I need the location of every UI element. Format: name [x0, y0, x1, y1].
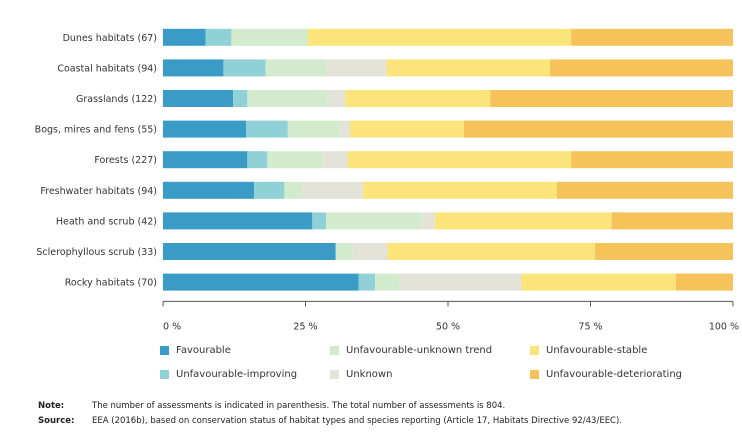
category-label-grasslands: Grasslands (122) [76, 94, 157, 105]
bar-forests-unfavourable-improving [247, 151, 268, 169]
bar-rocky-habitats-unfavourable-improving [358, 273, 376, 291]
x-tick-label: 25 % [293, 321, 317, 332]
bar-bogs-mires-and-fens-unknown [339, 120, 350, 138]
bar-freshwater-habitats-unknown [302, 181, 364, 199]
bar-dunes-habitats-unfavourable-deteriorating [571, 28, 733, 46]
bar-heath-and-scrub-unfavourable-improving [312, 212, 327, 230]
bar-dunes-habitats-favourable [163, 28, 206, 46]
bar-rocky-habitats-unfavourable-unknown-trend [375, 273, 400, 291]
category-label-freshwater-habitats: Freshwater habitats (94) [40, 186, 157, 197]
legend-item-unfavourable-improving: Unfavourable-improving [160, 367, 330, 381]
bar-freshwater-habitats-unfavourable-improving [254, 181, 285, 199]
legend-swatch [530, 345, 539, 355]
bar-sclerophyllous-scrub-unknown [352, 243, 388, 260]
legend: Favourable Unfavourable-unknown trend Unfa… [160, 343, 720, 381]
legend-item-unfavourable-unknown-trend: Unfavourable-unknown trend [330, 343, 530, 357]
legend-label: Unknown [346, 368, 393, 380]
stacked-bar-chart: Dunes habitats (67) Coastal habitats (94)… [35, 28, 739, 332]
bar-heath-and-scrub-favourable [163, 212, 313, 230]
bar-freshwater-habitats-unfavourable-deteriorating [556, 181, 733, 199]
bar-freshwater-habitats-favourable [163, 181, 255, 199]
bar-heath-and-scrub-unfavourable-unknown-trend [326, 212, 422, 230]
category-label-coastal-habitats: Coastal habitats (94) [57, 63, 157, 74]
bar-heath-and-scrub-unknown [421, 212, 435, 230]
x-tick-label: 100 % [709, 321, 739, 332]
bar-bogs-mires-and-fens-unfavourable-unknown-trend [287, 120, 340, 138]
legend-swatch [160, 369, 169, 379]
source-row: Source: EEA (2016b), based on conservati… [38, 413, 622, 428]
bar-sclerophyllous-scrub-unfavourable-deteriorating [595, 243, 733, 260]
legend-label: Unfavourable-improving [176, 368, 298, 380]
bar-coastal-habitats-unfavourable-stable [386, 59, 551, 77]
legend-swatch [530, 369, 539, 379]
x-tick-label: 0 % [163, 321, 181, 332]
bar-rocky-habitats-unfavourable-stable [521, 273, 676, 291]
x-tick-label: 75 % [578, 321, 602, 332]
bar-grasslands-unfavourable-unknown-trend [247, 90, 327, 107]
category-label-dunes-habitats: Dunes habitats (67) [63, 33, 157, 44]
bar-grasslands-unknown [326, 90, 346, 107]
legend-label: Unfavourable-unknown trend [346, 344, 493, 356]
bar-forests-unfavourable-unknown-trend [267, 151, 323, 169]
bar-forests-unknown [322, 151, 348, 169]
category-label-rocky-habitats: Rocky habitats (70) [65, 278, 157, 289]
bar-dunes-habitats-unfavourable-stable [307, 28, 572, 46]
legend-item-unknown: Unknown [330, 367, 530, 381]
legend-label: Unfavourable-deteriorating [546, 368, 683, 380]
note-text: The number of assessments is indicated i… [92, 400, 506, 411]
category-labels: Dunes habitats (67) Coastal habitats (94)… [35, 33, 157, 289]
bar-grasslands-unfavourable-improving [233, 90, 248, 107]
bar-coastal-habitats-favourable [163, 59, 224, 77]
bar-forests-unfavourable-stable [347, 151, 572, 169]
source-label: Source: [38, 415, 75, 426]
bar-rocky-habitats-favourable [163, 273, 359, 291]
bar-grasslands-favourable [163, 90, 234, 107]
source-text: EEA (2016b), based on conservation statu… [92, 415, 623, 426]
note-row: Note: The number of assessments is indic… [38, 398, 622, 413]
bar-heath-and-scrub-unfavourable-deteriorating [611, 212, 733, 230]
bar-bogs-mires-and-fens-unfavourable-deteriorating [463, 120, 733, 138]
bar-dunes-habitats-unfavourable-improving [205, 28, 232, 46]
x-tick-label: 50 % [436, 321, 460, 332]
bar-sclerophyllous-scrub-unfavourable-unknown-trend [335, 243, 353, 260]
bar-sclerophyllous-scrub-unfavourable-stable [387, 243, 596, 260]
bar-grasslands-unfavourable-stable [345, 90, 491, 107]
legend-swatch [330, 345, 339, 355]
bar-sclerophyllous-scrub-favourable [163, 243, 336, 260]
legend-label: Favourable [176, 344, 231, 356]
legend-swatch [330, 369, 339, 379]
bar-coastal-habitats-unfavourable-unknown-trend [265, 59, 327, 77]
x-axis: 0 % 25 % 50 % 75 % 100 % [162, 300, 739, 332]
bar-rocky-habitats-unfavourable-deteriorating [676, 273, 733, 291]
bar-forests-unfavourable-deteriorating [571, 151, 733, 169]
bar-forests-favourable [163, 151, 248, 169]
bar-coastal-habitats-unfavourable-improving [223, 59, 266, 77]
footnotes: Note: The number of assessments is indic… [38, 398, 622, 428]
bar-bogs-mires-and-fens-unfavourable-improving [246, 120, 288, 138]
legend-label: Unfavourable-stable [546, 344, 648, 356]
legend-item-unfavourable-stable: Unfavourable-stable [530, 343, 720, 357]
bar-bogs-mires-and-fens-unfavourable-stable [349, 120, 464, 138]
category-label-forests: Forests (227) [94, 155, 157, 166]
legend-item-favourable: Favourable [160, 343, 330, 357]
bar-area [163, 28, 733, 291]
bar-freshwater-habitats-unfavourable-stable [363, 181, 557, 199]
legend-item-unfavourable-deteriorating: Unfavourable-deteriorating [530, 367, 720, 381]
bar-rocky-habitats-unknown [399, 273, 522, 291]
bar-freshwater-habitats-unfavourable-unknown-trend [284, 181, 303, 199]
category-label-heath-and-scrub: Heath and scrub (42) [56, 216, 157, 227]
category-label-sclerophyllous-scrub: Sclerophyllous scrub (33) [36, 247, 157, 258]
bar-coastal-habitats-unfavourable-deteriorating [550, 59, 733, 77]
bar-bogs-mires-and-fens-favourable [163, 120, 247, 138]
legend-swatch [160, 345, 169, 355]
bar-grasslands-unfavourable-deteriorating [490, 90, 733, 107]
note-label: Note: [38, 400, 65, 411]
bar-dunes-habitats-unfavourable-unknown-trend [231, 28, 308, 46]
bar-heath-and-scrub-unfavourable-stable [434, 212, 612, 230]
category-label-bogs-mires-and-fens: Bogs, mires and fens (55) [35, 125, 157, 136]
bar-coastal-habitats-unknown [326, 59, 387, 77]
